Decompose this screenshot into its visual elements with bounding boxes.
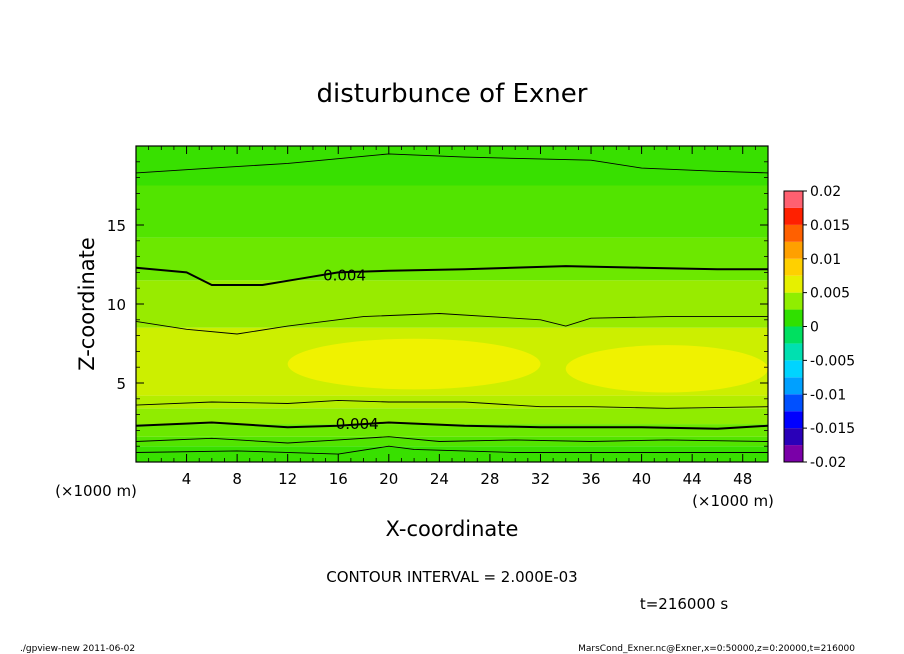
colorbar-swatch-1 [784, 428, 803, 446]
x-tick-label-2: 12 [278, 470, 297, 488]
x-tick-label-11: 48 [733, 470, 752, 488]
x-tick-label-9: 40 [632, 470, 651, 488]
y-tick-label-0: 5 [116, 375, 126, 393]
contour-field [136, 146, 768, 462]
y-tick-label-2: 15 [107, 217, 126, 235]
x-tick-label-7: 32 [531, 470, 550, 488]
colorbar-tick-label-3: 0.005 [810, 286, 850, 302]
x-tick-label-3: 16 [329, 470, 348, 488]
contour-line-3 [136, 313, 768, 335]
chart-title: disturbunce of Exner [317, 79, 588, 109]
contour-line-6 [136, 445, 768, 455]
field-band-7 [136, 237, 768, 281]
colorbar-swatch-10 [784, 275, 803, 293]
colorbar-swatch-11 [784, 258, 803, 276]
contour-label-1: 0.004 [336, 415, 379, 433]
footer-left: ./gpview-new 2011-06-02 [20, 644, 135, 654]
colorbar-tick-label-7: -0.015 [810, 421, 855, 437]
colorbar-tick-label-5: -0.005 [810, 353, 855, 369]
colorbar-ticks: 0.02 0.015 0.01 0.005 0 -0.005 -0.01 -0.015 -0.0… [803, 184, 855, 471]
colorbar-swatch-6 [784, 343, 803, 361]
colorbar-swatch-8 [784, 309, 803, 327]
x-tick-label-4: 20 [379, 470, 398, 488]
contour-line-5 [136, 436, 768, 444]
field-band-8 [136, 185, 768, 238]
x-unit-left: (×1000 m) [55, 482, 137, 500]
x-axis-label: X-coordinate [386, 517, 519, 541]
colorbar-swatch-13 [784, 224, 803, 242]
x-tick-label-8: 36 [581, 470, 600, 488]
colorbar-tick-label-6: -0.01 [810, 387, 846, 403]
contour-labels: 0.004 0.004 [323, 267, 379, 434]
field-band-9 [136, 146, 768, 186]
contour-line-1 [136, 421, 768, 430]
contour-label-0: 0.004 [323, 267, 366, 285]
colorbar-swatch-14 [784, 207, 803, 225]
y-tick-label-1: 10 [107, 296, 126, 314]
contour-line-0 [136, 265, 768, 286]
colorbar-tick-label-0: 0.02 [810, 184, 841, 200]
colorbar [784, 191, 803, 462]
x-axis-ticks: 4 8 12 16 20 24 28 32 36 40 44 48 [148, 146, 756, 488]
colorbar-tick-label-8: -0.02 [810, 455, 846, 471]
x-unit-right: (×1000 m) [692, 492, 774, 510]
colorbar-swatch-12 [784, 241, 803, 259]
colorbar-tick-label-4: 0 [810, 320, 819, 336]
field-band-3 [136, 408, 768, 425]
field-maximum-1 [565, 345, 768, 393]
x-tick-label-0: 4 [182, 470, 192, 488]
x-tick-label-5: 24 [430, 470, 449, 488]
x-tick-label-10: 44 [683, 470, 702, 488]
colorbar-swatch-3 [784, 394, 803, 412]
contour-line-4 [136, 399, 768, 409]
colorbar-tick-label-1: 0.015 [810, 218, 850, 234]
colorbar-swatch-5 [784, 360, 803, 378]
colorbar-swatch-7 [784, 326, 803, 344]
field-maximum-0 [287, 338, 541, 390]
y-axis-ticks: 5 10 15 [107, 161, 768, 447]
colorbar-swatch-15 [784, 191, 803, 208]
colorbar-swatch-0 [784, 445, 803, 462]
footer-right: MarsCond_Exner.nc@Exner,x=0:50000,z=0:20… [578, 644, 855, 654]
time-label: t=216000 s [640, 595, 728, 613]
colorbar-swatch-2 [784, 411, 803, 429]
contour-line-2 [136, 153, 768, 174]
colorbar-swatch-9 [784, 292, 803, 310]
x-tick-label-6: 28 [480, 470, 499, 488]
field-band-6 [136, 280, 768, 328]
colorbar-tick-label-2: 0.01 [810, 252, 841, 268]
colorbar-swatch-4 [784, 377, 803, 395]
contour-lines [136, 153, 768, 455]
y-axis-label: Z-coordinate [75, 237, 99, 371]
contour-interval-note: CONTOUR INTERVAL = 2.000E-03 [326, 568, 577, 586]
x-tick-label-1: 8 [232, 470, 242, 488]
field-band-0 [136, 446, 768, 462]
